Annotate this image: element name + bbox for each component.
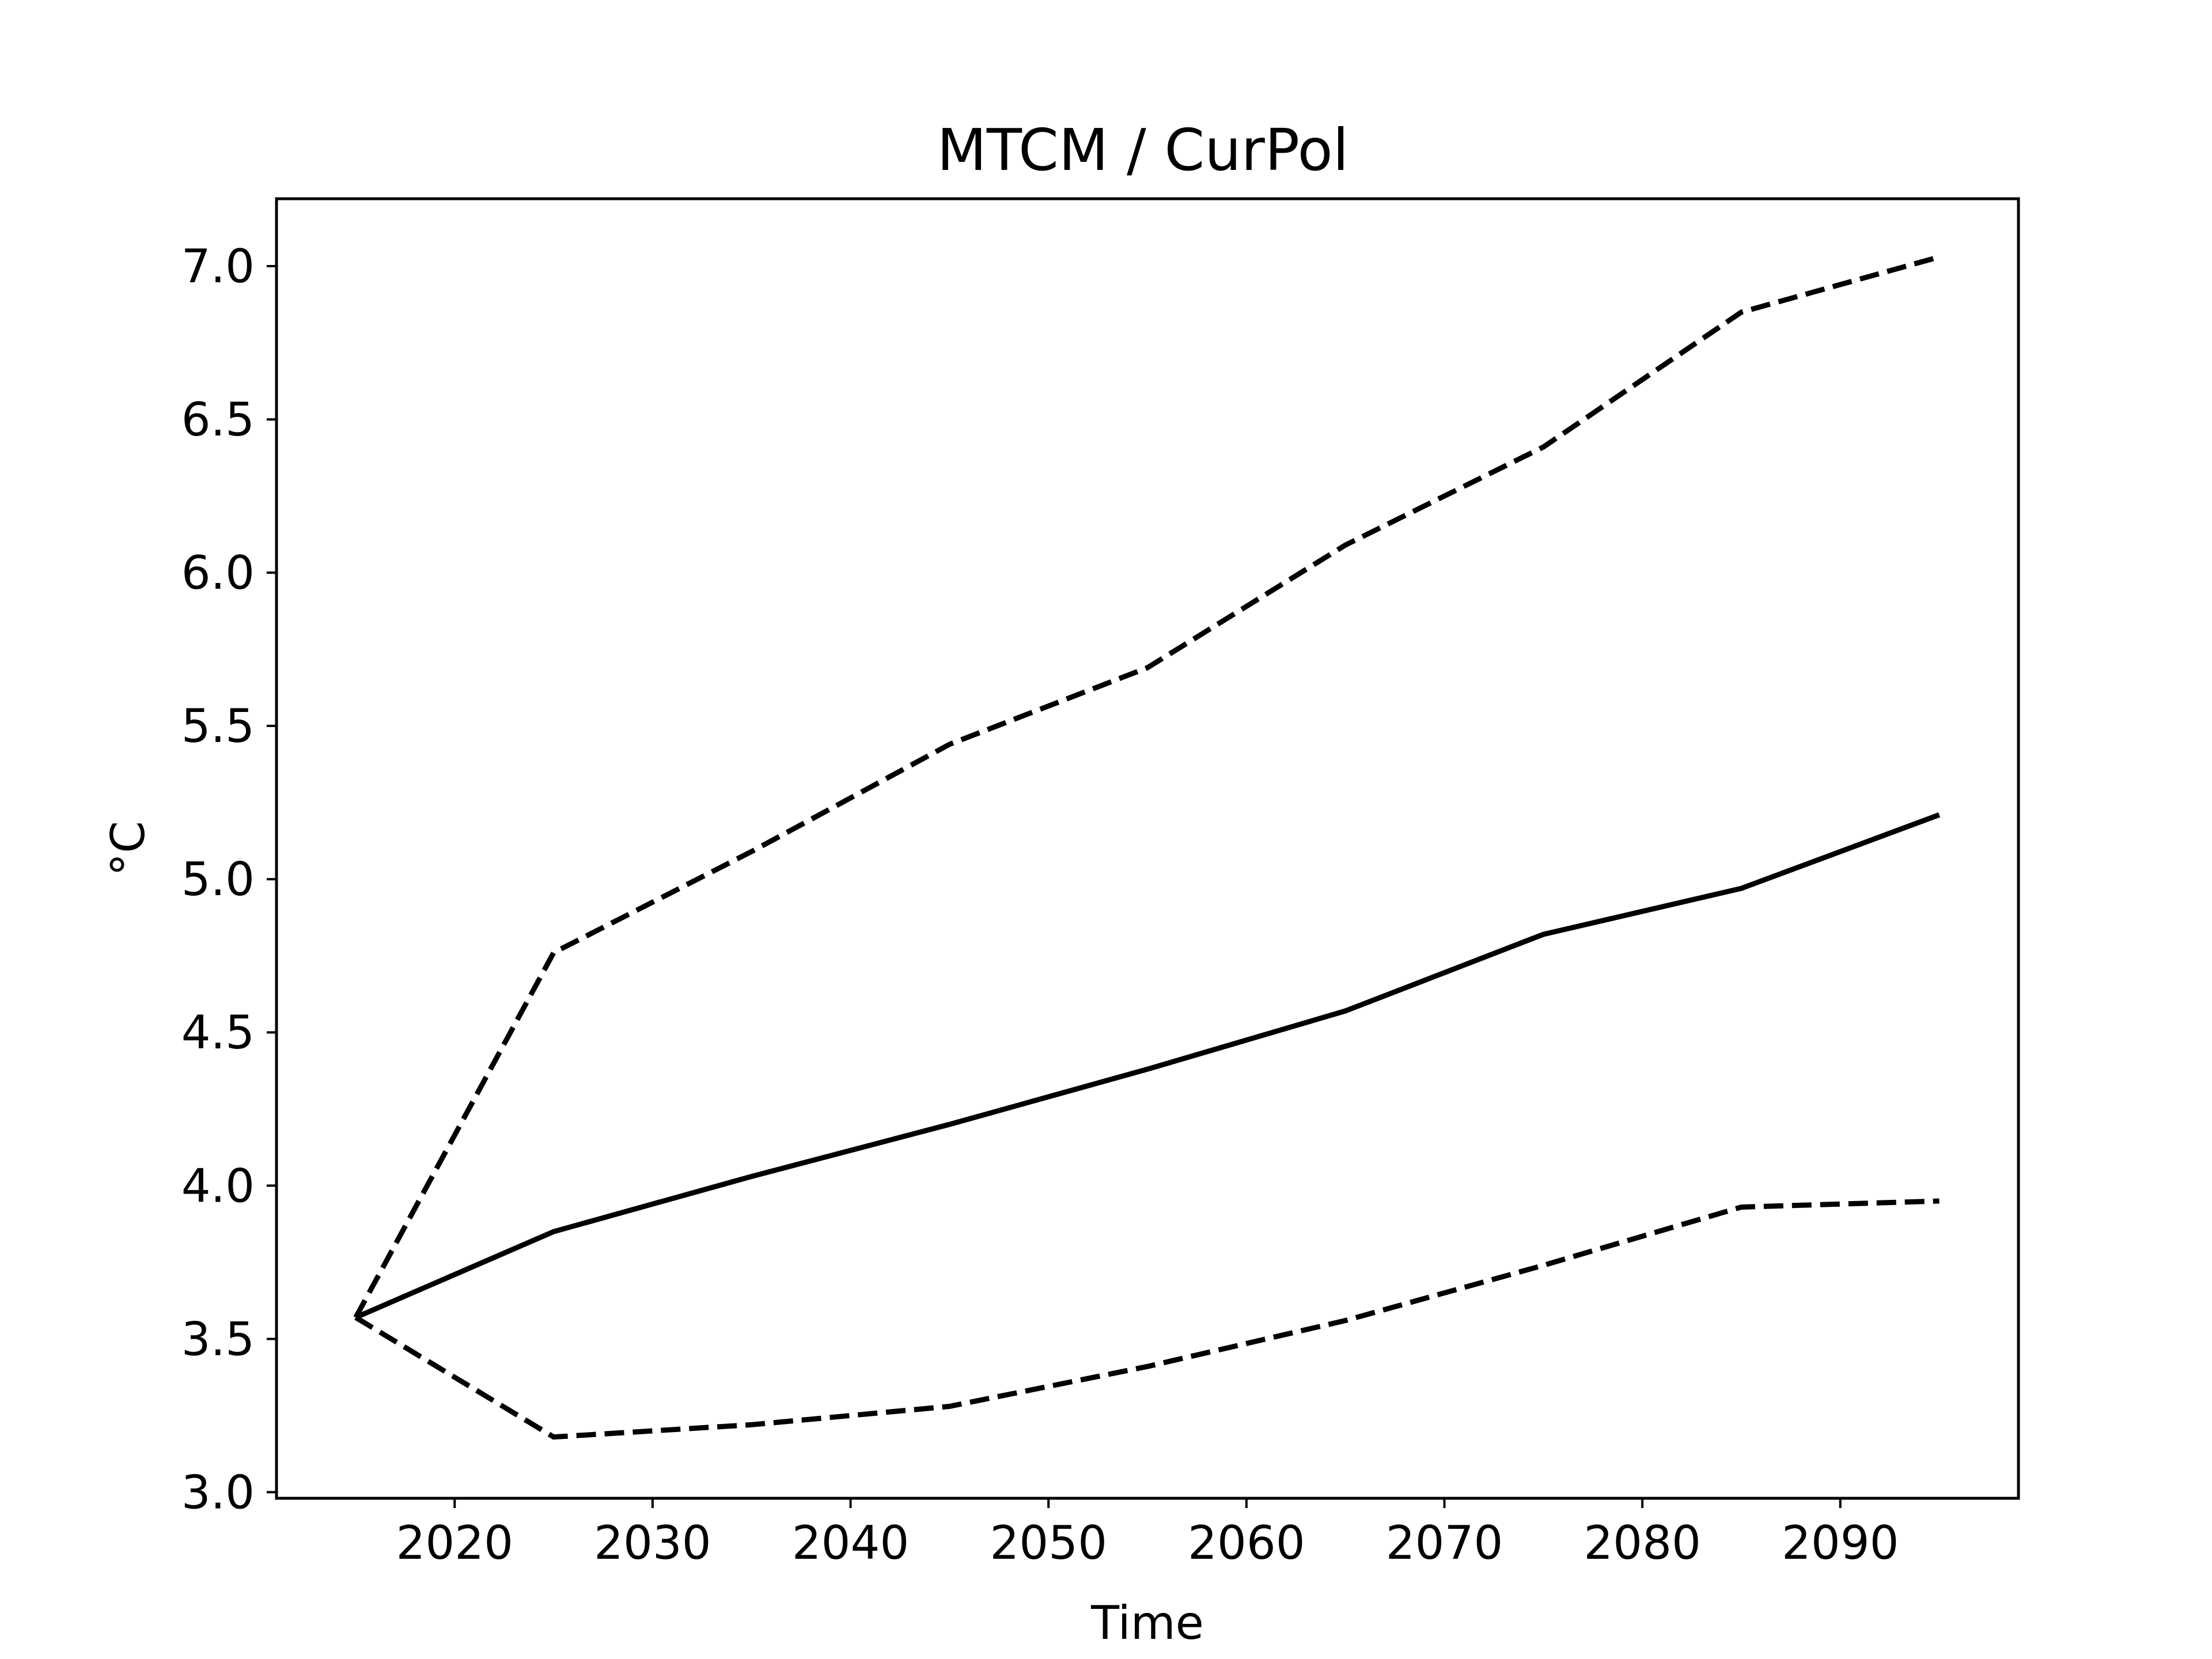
x-tick-label: 2070: [1386, 1516, 1503, 1570]
x-tick-label: 2020: [396, 1516, 513, 1570]
y-tick-label: 5.5: [181, 699, 255, 753]
y-tick-label: 6.5: [181, 393, 255, 446]
y-tick-label: 5.0: [181, 853, 255, 906]
y-tick-label: 6.0: [181, 546, 255, 600]
x-tick-label: 2040: [792, 1516, 910, 1570]
plot-area-frame: [275, 197, 2020, 1500]
y-tick-label: 3.5: [181, 1312, 255, 1366]
x-tick-label: 2060: [1188, 1516, 1305, 1570]
y-axis: 3.0 3.5 4.0 4.5 5.0 5.5 6.0 6.5 7.0: [181, 240, 276, 1519]
x-axis: 2020 2030 2040 2050 2060 2070 2080 2090: [396, 1498, 1899, 1570]
y-axis-label: °C: [101, 821, 155, 876]
dashed-series-line-2: [354, 1198, 1940, 1440]
x-tick-label: 2090: [1782, 1516, 1899, 1570]
y-tick-label: 7.0: [181, 240, 255, 293]
x-tick-label: 2050: [990, 1516, 1107, 1570]
x-tick-label: 2080: [1584, 1516, 1701, 1570]
y-tick-label: 3.0: [181, 1465, 255, 1519]
solid-series-line-0: [354, 812, 1941, 1320]
series-layer: [353, 254, 1941, 1440]
chart-title: MTCM / CurPol: [937, 116, 1349, 184]
x-tick-label: 2030: [594, 1516, 711, 1570]
y-tick-label: 4.5: [181, 1006, 255, 1059]
dashed-series-line-1: [353, 254, 1940, 1319]
y-tick-label: 4.0: [181, 1159, 255, 1213]
x-axis-label: Time: [1090, 1596, 1204, 1650]
